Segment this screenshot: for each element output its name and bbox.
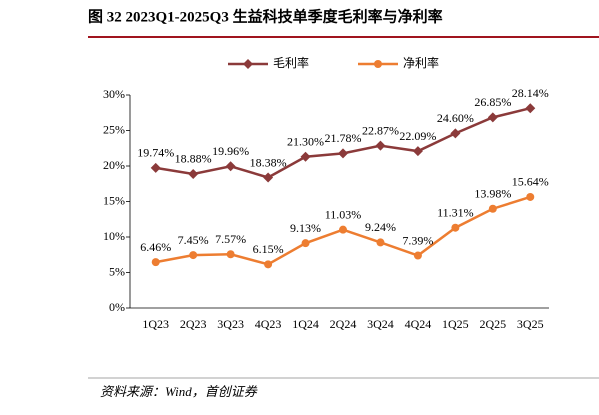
point (263, 172, 274, 183)
point (225, 161, 236, 172)
y-tick-label: 20% (103, 158, 125, 172)
point (338, 148, 348, 159)
x-tick-label: 3Q25 (517, 317, 544, 331)
point (375, 140, 386, 151)
data-label: 11.03% (325, 207, 362, 221)
y-tick-label: 25% (103, 122, 125, 136)
point (525, 103, 536, 114)
x-tick-label: 2Q23 (180, 317, 207, 331)
data-label: 7.57% (215, 232, 246, 246)
y-tick-label: 10% (103, 229, 125, 243)
x-tick-label: 3Q23 (217, 317, 244, 331)
point (374, 60, 382, 68)
x-tick-label: 2Q24 (330, 317, 357, 331)
point (151, 258, 160, 267)
point (226, 250, 235, 259)
data-label: 6.46% (140, 240, 171, 254)
point (188, 168, 199, 179)
legend-label: 净利率 (403, 55, 439, 70)
source: 资料来源：Wind，首创证券 (100, 384, 258, 399)
data-label: 9.24% (365, 220, 396, 234)
data-label: 24.60% (437, 111, 474, 125)
data-label: 18.38% (250, 155, 287, 169)
chart-title: 图 32 2023Q1-2025Q3 生益科技单季度毛利率与净利率 (88, 7, 443, 25)
data-label: 19.74% (137, 146, 174, 160)
data-label: 15.64% (512, 175, 549, 189)
data-label: 21.78% (325, 131, 362, 145)
x-tick-label: 1Q23 (142, 317, 169, 331)
point (413, 251, 422, 260)
point (412, 146, 423, 157)
point (451, 223, 460, 232)
point (487, 112, 498, 123)
point (300, 151, 311, 162)
y-tick-label: 5% (109, 264, 125, 278)
data-label: 18.88% (175, 152, 212, 166)
y-tick-label: 15% (103, 193, 125, 207)
data-label: 26.85% (474, 95, 511, 109)
data-label: 22.09% (399, 129, 436, 143)
legend-label: 毛利率 (273, 55, 309, 70)
data-label: 7.39% (402, 233, 433, 247)
data-label: 6.15% (253, 242, 284, 256)
x-tick-label: 4Q24 (405, 317, 432, 331)
point (150, 162, 161, 173)
point (526, 192, 535, 201)
data-label: 9.13% (290, 221, 321, 235)
point (243, 59, 253, 69)
data-label: 21.30% (287, 135, 324, 149)
x-tick-label: 4Q23 (255, 317, 282, 331)
data-label: 7.45% (178, 233, 209, 247)
point (488, 204, 497, 213)
point (301, 239, 310, 248)
point (339, 225, 347, 234)
data-label: 19.96% (212, 144, 249, 158)
point (264, 260, 273, 269)
y-tick-label: 30% (103, 87, 125, 101)
x-tick-label: 3Q24 (367, 317, 394, 331)
point (376, 238, 385, 247)
y-tick-label: 0% (109, 300, 125, 314)
data-label: 22.87% (362, 123, 399, 137)
x-tick-label: 1Q25 (442, 317, 469, 331)
data-label: 11.31% (437, 205, 474, 219)
x-tick-label: 1Q24 (292, 317, 319, 331)
data-label: 13.98% (474, 186, 511, 200)
point (450, 128, 461, 139)
point (189, 251, 198, 260)
data-label: 28.14% (512, 86, 549, 100)
x-tick-label: 2Q25 (479, 317, 506, 331)
